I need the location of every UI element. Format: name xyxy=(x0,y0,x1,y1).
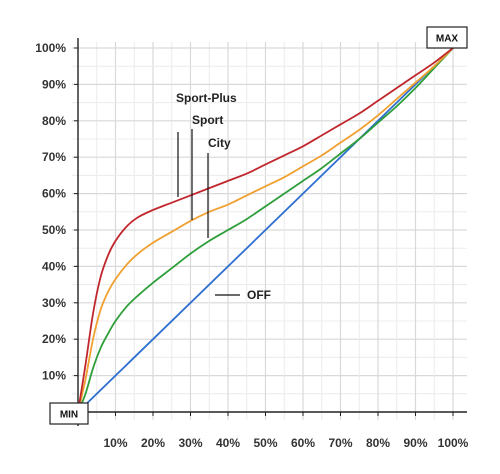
x-tick-label: 30% xyxy=(178,436,202,450)
series-line-sport-plus xyxy=(77,47,454,413)
series-line-city xyxy=(77,47,454,413)
x-tick-label: 90% xyxy=(403,436,427,450)
y-axis-ticks: 10% 20% 30% 40% 50% 60% 70% 80% 90% 100% xyxy=(35,41,78,383)
y-tick-label: 40% xyxy=(42,259,66,273)
axes xyxy=(74,38,467,426)
min-label: MIN xyxy=(60,410,78,421)
y-tick-label: 100% xyxy=(35,41,66,55)
series-label-sport-plus: Sport-Plus xyxy=(176,91,237,105)
x-tick-label: 50% xyxy=(253,436,277,450)
y-tick-label: 80% xyxy=(42,114,66,128)
max-label: MAX xyxy=(436,34,459,45)
series-label-city: City xyxy=(208,136,231,150)
x-tick-label: 40% xyxy=(216,436,240,450)
y-tick-label: 10% xyxy=(42,369,66,383)
x-axis-ticks: 10% 20% 30% 40% 50% 60% 70% 80% 90% 100% xyxy=(103,412,469,450)
series-label-sport: Sport xyxy=(192,113,223,127)
series-line-off xyxy=(77,47,454,413)
endpoint-boxes: MIN MAX xyxy=(49,26,468,425)
x-tick-label: 60% xyxy=(291,436,315,450)
series-line-sport xyxy=(77,47,454,413)
y-tick-label: 60% xyxy=(42,187,66,201)
x-tick-label: 70% xyxy=(328,436,352,450)
grid xyxy=(72,42,467,420)
min-box xyxy=(49,402,89,425)
x-tick-label: 20% xyxy=(141,436,165,450)
x-tick-label: 80% xyxy=(366,436,390,450)
x-tick-label: 100% xyxy=(438,436,469,450)
series-label-off: OFF xyxy=(247,288,271,302)
series-lines xyxy=(77,47,454,413)
y-tick-label: 50% xyxy=(42,223,66,237)
max-box xyxy=(426,26,468,49)
y-tick-label: 30% xyxy=(42,296,66,310)
y-tick-label: 20% xyxy=(42,332,66,346)
series-labels: Sport-Plus Sport City OFF xyxy=(176,91,271,302)
y-tick-label: 70% xyxy=(42,150,66,164)
y-tick-label: 90% xyxy=(42,77,66,91)
x-tick-label: 10% xyxy=(103,436,127,450)
